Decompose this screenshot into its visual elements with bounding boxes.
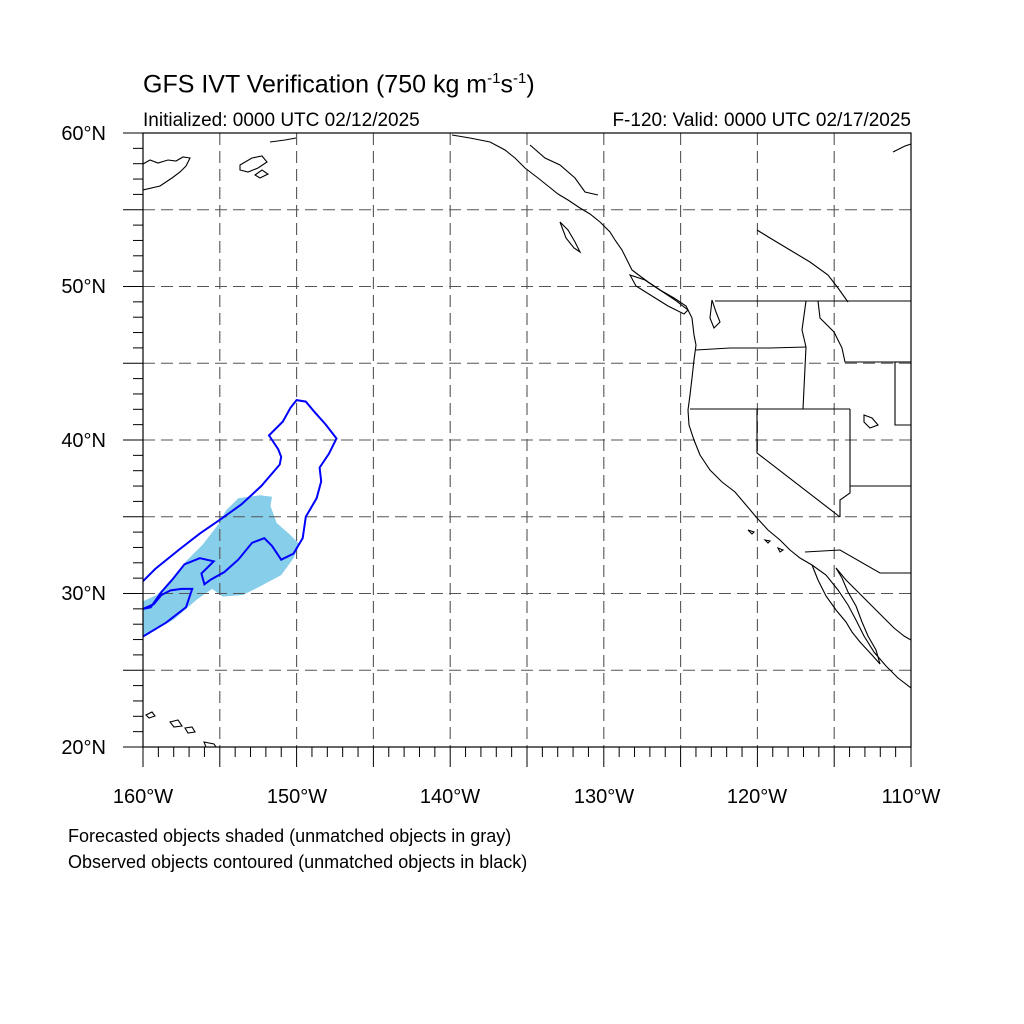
- lat-label-60n: 60°N: [61, 123, 106, 145]
- gulf-california-coast: [835, 567, 911, 641]
- hawaii-island-1: [145, 711, 156, 719]
- wa-or-border: [695, 346, 807, 351]
- canada-interior-border: [529, 144, 599, 196]
- observed-contour-2: [143, 587, 194, 638]
- alaska-islet: [253, 169, 270, 179]
- haida-gwaii: [559, 221, 582, 254]
- hawaii-island-4: [203, 741, 217, 747]
- lon-label-110w: 110°W: [881, 786, 941, 808]
- ne-coast-fragment: [892, 143, 911, 153]
- chart-title: GFS IVT Verification (750 kg m-1s-1): [143, 70, 535, 99]
- lat-label-40n: 40°N: [61, 430, 106, 452]
- lat-label-50n: 50°N: [61, 276, 106, 298]
- alaska-coast: [143, 156, 191, 191]
- lon-label-150w: 150°W: [266, 786, 328, 808]
- west-coast-us: [687, 344, 911, 689]
- puget-sound: [709, 299, 721, 329]
- lat-label-30n: 30°N: [61, 583, 106, 605]
- gridlines: [143, 133, 911, 747]
- great-salt-lake: [863, 414, 879, 429]
- baja-peninsula: [811, 564, 881, 665]
- lon-label-130w: 130°W: [573, 786, 635, 808]
- gulf-alaska-coast: [269, 137, 297, 143]
- ut-co-border: [894, 409, 911, 426]
- ca-nv-border: [756, 409, 841, 518]
- hawaii-island-3: [184, 726, 196, 734]
- forecast-objects: [143, 495, 300, 637]
- footnote-forecast: Forecasted objects shaded (unmatched obj…: [68, 826, 512, 846]
- observed-objects: [143, 399, 338, 638]
- valid-time-label: F-120: Valid: 0000 UTC 02/17/2025: [612, 110, 911, 131]
- lat-label-20n: 20°N: [61, 737, 106, 759]
- lon-label-140w: 140°W: [419, 786, 481, 808]
- hawaii-island-2: [169, 719, 183, 728]
- channel-islands: [747, 529, 785, 553]
- axis-ticks: [123, 132, 912, 767]
- lon-label-120w: 120°W: [726, 786, 788, 808]
- alaska-panhandle-coast: [451, 134, 697, 346]
- footnote-observed: Observed objects contoured (unmatched ob…: [68, 852, 528, 872]
- hudson-bay-line: [756, 229, 849, 303]
- us-mexico-border: [804, 549, 911, 574]
- init-time-label: Initialized: 0000 UTC 02/12/2025: [143, 110, 420, 131]
- coastlines-and-borders: [143, 134, 911, 747]
- nv-az-border: [839, 409, 851, 517]
- vancouver-island: [628, 274, 689, 315]
- lon-label-160w: 160°W: [112, 786, 174, 808]
- observed-contour-1: [143, 399, 338, 610]
- kodiak-island: [239, 155, 268, 173]
- forecast-object-1: [143, 495, 300, 637]
- id-border: [801, 300, 807, 410]
